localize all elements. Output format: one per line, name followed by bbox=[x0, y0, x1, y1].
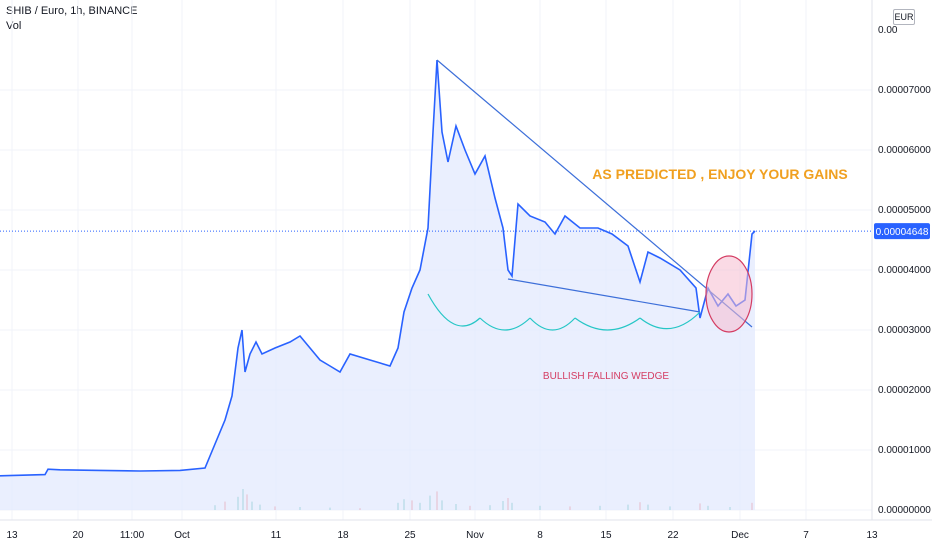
y-tick-label: 0.00001000 bbox=[878, 445, 931, 456]
y-tick-label: 0.00000000 bbox=[878, 505, 931, 516]
breakout-circle bbox=[705, 255, 753, 333]
last-price-tag: 0.00004648 bbox=[874, 223, 930, 240]
volume-indicator-label[interactable]: Vol bbox=[6, 20, 22, 32]
x-tick-label: 22 bbox=[667, 530, 679, 541]
price-axis: 0.00007000 0.00006000 0.00005000 0.00004000… bbox=[871, 0, 931, 520]
x-tick-label: 11 bbox=[271, 530, 282, 541]
bowl-arc bbox=[529, 317, 576, 331]
price-area-fill bbox=[0, 60, 755, 510]
wedge-upper-line bbox=[436, 59, 753, 328]
last-price-value: 0.00004648 bbox=[876, 227, 929, 238]
price-line bbox=[0, 59, 756, 477]
y-tick-label: 0.00002000 bbox=[878, 385, 931, 396]
x-tick-label: 18 bbox=[337, 530, 349, 541]
headline-annotation: AS PREDICTED , ENJOY YOUR GAINS bbox=[592, 166, 847, 182]
bowl-arc bbox=[479, 317, 531, 331]
y-tick-label: 0.00006000 bbox=[878, 145, 931, 156]
symbol-title: SHIB / Euro, 1h, BINANCE bbox=[6, 5, 138, 17]
y-tick-label: 0.00004000 bbox=[878, 265, 931, 276]
x-tick-label: Nov bbox=[466, 530, 484, 541]
wedge-lower-line bbox=[507, 278, 701, 313]
chart-legend: SHIB / Euro, 1h, BINANCE Vol bbox=[6, 4, 137, 34]
x-tick-label: 13 bbox=[6, 530, 18, 541]
last-price-tag-bg bbox=[874, 223, 930, 240]
bowl-arc bbox=[639, 311, 701, 330]
bowl-arc bbox=[574, 317, 641, 331]
time-axis: 13 20 11:00 Oct 11 18 25 Nov 8 15 22 Dec 7 13 bbox=[0, 519, 932, 541]
bowl-arc bbox=[427, 293, 481, 327]
x-tick-label: Dec bbox=[731, 530, 749, 541]
y-tick-label: 0.00005000 bbox=[878, 205, 931, 216]
pattern-label: BULLISH FALLING WEDGE bbox=[543, 371, 669, 382]
x-tick-label: 11:00 bbox=[120, 530, 145, 541]
x-tick-label: 8 bbox=[537, 530, 543, 541]
y-tick-label: 0.00003000 bbox=[878, 325, 931, 336]
x-tick-label: 20 bbox=[72, 530, 84, 541]
x-tick-label: 15 bbox=[600, 530, 612, 541]
chart-drawings bbox=[427, 59, 753, 333]
x-tick-label: 13 bbox=[866, 530, 878, 541]
y-tick-label: 0.00007000 bbox=[878, 85, 931, 96]
currency-badge[interactable]: EUR bbox=[893, 9, 915, 25]
x-tick-label: Oct bbox=[174, 530, 190, 541]
x-tick-label: 7 bbox=[803, 530, 809, 541]
x-tick-label: 25 bbox=[404, 530, 416, 541]
y-tick-label: 0.00 bbox=[878, 25, 898, 36]
